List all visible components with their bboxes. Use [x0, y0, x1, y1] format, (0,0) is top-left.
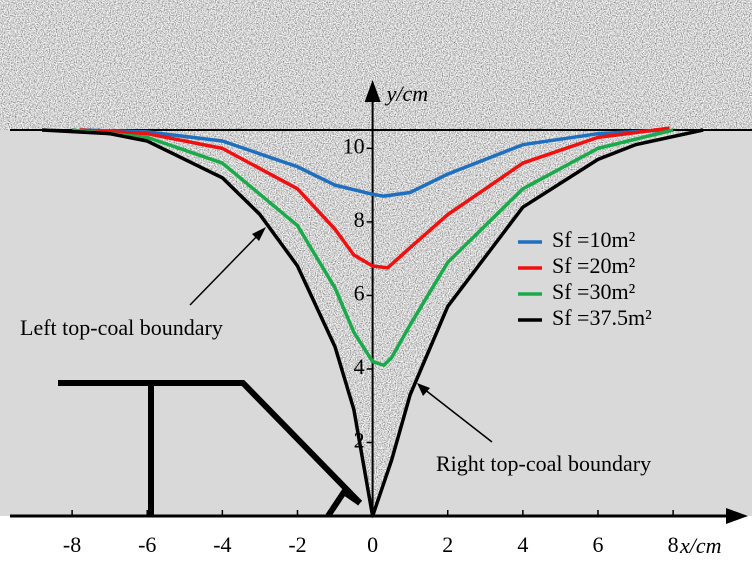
- support-canopy: [58, 380, 363, 506]
- annotation-arrowhead: [252, 227, 266, 241]
- annotation-arrow: [189, 232, 261, 306]
- annotation: Left top-coal boundary: [20, 315, 223, 340]
- series-line: [71, 128, 674, 368]
- x-tick-label: 6: [592, 532, 603, 557]
- y-axis-label: y/cm: [385, 81, 429, 106]
- series-line: [79, 126, 670, 270]
- x-tick-label: -2: [288, 532, 306, 557]
- y-tick-label: 10: [343, 133, 365, 158]
- x-tick-label: 2: [442, 532, 453, 557]
- y-tick-label: 6: [354, 280, 365, 305]
- series-line: [41, 128, 704, 518]
- legend-label: Sf =37.5m²: [552, 305, 652, 330]
- legend-label: Sf =30m²: [552, 279, 636, 304]
- x-tick-label: 0: [367, 532, 378, 557]
- x-axis-label: x/cm: [679, 533, 722, 558]
- top-coal-texture: [0, 0, 752, 130]
- y-axis-arrow: [364, 80, 381, 102]
- annotation-arrowhead: [417, 383, 430, 396]
- x-axis-arrow: [726, 508, 748, 524]
- series-line: [79, 128, 666, 198]
- support-link: [325, 487, 362, 518]
- x-tick-label: 8: [668, 532, 679, 557]
- x-tick-label: -6: [138, 532, 156, 557]
- legend-label: Sf =10m²: [552, 227, 636, 252]
- x-tick-label: 4: [517, 532, 528, 557]
- hydraulic-support: [58, 380, 363, 518]
- y-tick-label: 8: [354, 207, 365, 232]
- x-tick-label: -4: [213, 532, 231, 557]
- legend-label: Sf =20m²: [552, 253, 636, 278]
- annotation: Right top-coal boundary: [436, 451, 651, 476]
- y-tick-label: 4: [354, 354, 365, 379]
- annotation-arrow: [423, 388, 493, 443]
- x-tick-label: -8: [63, 532, 81, 557]
